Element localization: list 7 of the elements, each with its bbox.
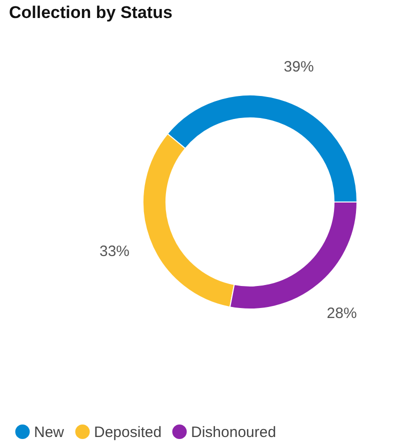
legend-label: New (34, 424, 64, 441)
legend-label: Dishonoured (191, 424, 276, 441)
chart-title: Collection by Status (9, 3, 172, 22)
data-label: 33% (100, 242, 130, 260)
data-label: 39% (284, 58, 314, 76)
data-label: 28% (326, 304, 357, 322)
legend-label: Deposited (94, 424, 162, 441)
